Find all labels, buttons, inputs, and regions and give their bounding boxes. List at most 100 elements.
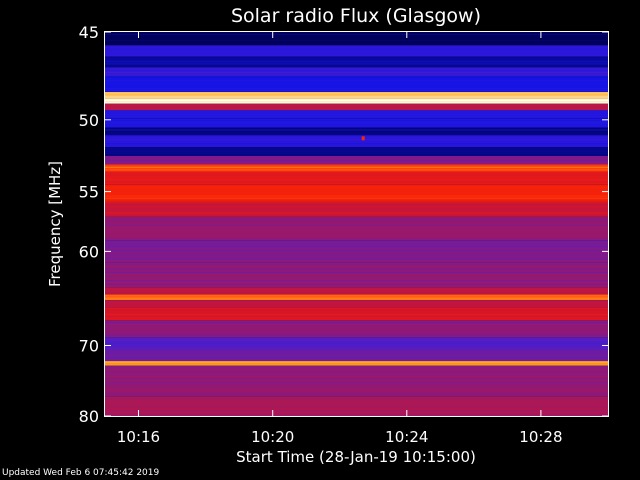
band-7-texture	[105, 103, 608, 105]
band-19-texture	[105, 281, 608, 283]
band-19-texture	[105, 264, 608, 266]
band-17-texture	[105, 230, 608, 232]
band-12-texture	[105, 156, 608, 158]
band-17-texture	[105, 218, 608, 220]
y-tick-label: 80	[79, 407, 99, 426]
band-15-texture	[105, 187, 608, 189]
band-18-texture	[105, 260, 608, 262]
band-18-texture	[105, 252, 608, 254]
band-4-texture	[105, 78, 608, 80]
x-tick-label: 10:24	[385, 428, 428, 446]
band-25-texture	[105, 337, 608, 339]
x-tick-label: 10:20	[251, 428, 294, 446]
x-tick-label: 10:16	[117, 428, 160, 446]
band-25-texture	[105, 347, 608, 349]
band-16-texture	[105, 201, 608, 203]
band-28-texture	[105, 367, 608, 369]
band-10-texture	[105, 139, 608, 141]
band-28	[105, 365, 608, 376]
band-24-texture	[105, 325, 608, 327]
band-15-texture	[105, 193, 608, 195]
band-1-texture	[105, 54, 608, 56]
event-marker-0	[361, 136, 365, 141]
band-21-texture	[105, 298, 608, 300]
band-23-texture	[105, 316, 608, 317]
band-4-texture	[105, 76, 608, 78]
band-1-texture	[105, 51, 608, 52]
band-23-texture	[105, 313, 608, 315]
band-29-texture	[105, 386, 608, 388]
band-0-texture	[105, 39, 608, 41]
band-30-texture	[105, 410, 608, 412]
band-24-texture	[105, 327, 608, 329]
band-22-texture	[105, 300, 608, 302]
band-20-texture	[105, 290, 608, 292]
x-axis-ticks: 10:16 10:20 10:24 10:28	[117, 32, 563, 446]
band-8-texture	[105, 117, 608, 119]
band-4-texture	[105, 82, 608, 84]
band-24-texture	[105, 333, 608, 335]
band-19-texture	[105, 272, 608, 273]
band-15-texture	[105, 191, 608, 193]
band-29-texture	[105, 388, 608, 390]
band-2-texture	[105, 58, 608, 60]
y-axis-ticks: 45 50 55 60 70 80	[79, 23, 608, 426]
band-22-texture	[105, 302, 608, 303]
band-18-texture	[105, 246, 608, 248]
band-28-texture	[105, 373, 608, 375]
x-axis-label: Start Time (28-Jan-19 10:15:00)	[236, 448, 476, 466]
event-markers	[361, 136, 365, 141]
band-17-texture	[105, 238, 608, 240]
band-14-texture	[105, 177, 608, 179]
band-14-texture	[105, 181, 608, 183]
band-23-texture	[105, 309, 608, 311]
band-16-texture	[105, 212, 608, 214]
y-tick-label: 55	[79, 183, 99, 202]
band-19-texture	[105, 279, 608, 281]
band-9-texture	[105, 131, 608, 133]
band-28-texture	[105, 365, 608, 367]
band-11-texture	[105, 153, 608, 155]
band-6-texture	[105, 101, 608, 103]
band-18-texture	[105, 254, 608, 256]
band-0-texture	[105, 33, 608, 35]
band-18-texture	[105, 242, 608, 244]
band-30-texture	[105, 414, 608, 416]
band-17-texture	[105, 220, 608, 222]
band-10-texture	[105, 137, 608, 139]
band-12-texture	[105, 162, 608, 164]
band-14-texture	[105, 183, 608, 185]
band-25-texture	[105, 339, 608, 341]
band-30-texture	[105, 398, 608, 400]
band-26-texture	[105, 357, 608, 359]
band-24-texture	[105, 329, 608, 331]
band-15-texture	[105, 189, 608, 191]
band-1-texture	[105, 47, 608, 49]
band-1-texture	[105, 49, 608, 51]
band-26-texture	[105, 353, 608, 355]
band-22-texture	[105, 305, 608, 307]
band-3-texture	[105, 69, 608, 71]
band-29-texture	[105, 382, 608, 384]
band-9-texture	[105, 129, 608, 131]
band-30-texture	[105, 412, 608, 414]
band-27-texture	[105, 361, 608, 363]
band-26-texture	[105, 359, 608, 361]
band-4-texture	[105, 86, 608, 88]
band-28-texture	[105, 371, 608, 373]
band-18-texture	[105, 240, 608, 242]
x-tick-label: 10:28	[519, 428, 562, 446]
band-7-texture	[105, 105, 608, 107]
band-25-texture	[105, 341, 608, 343]
band-0-texture	[105, 32, 608, 33]
band-18-texture	[105, 256, 608, 258]
band-0-texture	[105, 37, 608, 39]
band-19-texture	[105, 283, 608, 285]
band-18-texture	[105, 250, 608, 252]
band-8-texture	[105, 119, 608, 121]
band-10-texture	[105, 135, 608, 137]
update-timestamp: Updated Wed Feb 6 07:45:42 2019	[2, 468, 160, 478]
band-13-texture	[105, 169, 608, 171]
band-0-texture	[105, 41, 608, 43]
band-11-texture	[105, 151, 608, 153]
